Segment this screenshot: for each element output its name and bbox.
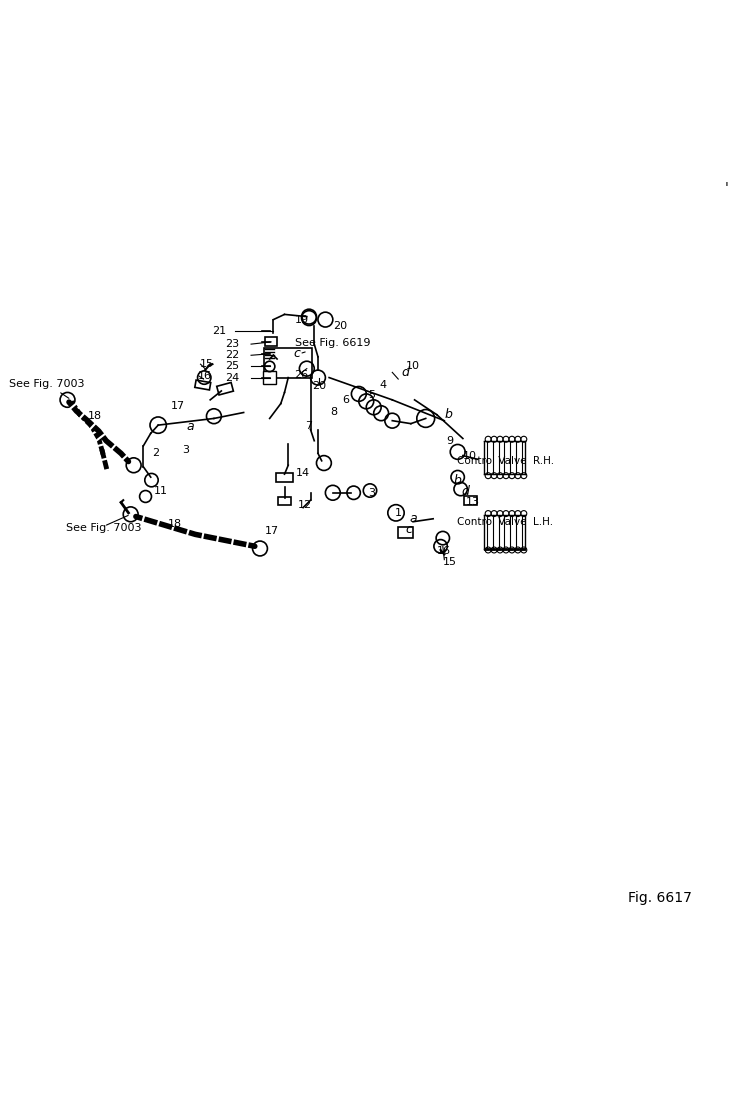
Text: 16: 16: [198, 371, 212, 381]
Text: 6: 6: [343, 395, 350, 405]
Text: ': ': [725, 181, 729, 195]
Text: a: a: [409, 512, 417, 525]
Bar: [263, 371, 276, 384]
Bar: [195, 380, 210, 389]
Text: b: b: [454, 474, 461, 487]
Text: Fig. 6617: Fig. 6617: [628, 891, 692, 905]
Text: 20: 20: [312, 382, 327, 392]
Text: 16: 16: [437, 546, 452, 556]
Text: 19: 19: [294, 315, 309, 326]
Bar: [264, 348, 312, 377]
Text: a: a: [187, 420, 194, 433]
Text: 1: 1: [395, 508, 401, 518]
Text: 17: 17: [265, 527, 279, 536]
Text: c: c: [405, 522, 412, 535]
Text: d: d: [461, 485, 469, 498]
Text: 2: 2: [152, 449, 160, 459]
Text: 17: 17: [172, 400, 185, 410]
Text: 21: 21: [213, 326, 226, 336]
Text: 23: 23: [225, 339, 239, 349]
Text: 20: 20: [333, 320, 348, 330]
Text: 8: 8: [331, 407, 338, 417]
Text: b: b: [444, 408, 452, 421]
Text: 15: 15: [199, 359, 213, 370]
Text: Control Valve  R.H.: Control Valve R.H.: [457, 456, 554, 466]
Text: 3: 3: [368, 488, 375, 498]
Text: 10: 10: [406, 361, 420, 372]
Text: 11: 11: [154, 486, 168, 496]
Text: 18: 18: [169, 519, 182, 529]
Text: 15: 15: [443, 557, 457, 567]
Text: d: d: [401, 366, 410, 378]
Bar: [276, 474, 293, 483]
Text: 10: 10: [464, 451, 477, 461]
Bar: [278, 497, 291, 505]
Text: 22: 22: [225, 350, 240, 360]
Text: 3: 3: [182, 445, 189, 455]
Bar: [398, 527, 413, 538]
Text: See Fig. 6619: See Fig. 6619: [295, 338, 371, 353]
Text: c: c: [294, 348, 300, 360]
Bar: [265, 338, 277, 347]
Text: 14: 14: [296, 467, 310, 477]
Text: 13: 13: [466, 497, 479, 508]
Text: 25: 25: [225, 361, 239, 372]
Text: 12: 12: [297, 500, 312, 510]
Text: 5: 5: [368, 391, 375, 400]
Text: 18: 18: [88, 411, 102, 421]
Bar: [216, 383, 234, 395]
Text: See Fig. 7003: See Fig. 7003: [9, 378, 85, 398]
Text: 7: 7: [306, 421, 312, 431]
Text: 4: 4: [380, 380, 387, 391]
Text: Control Valve  L.H.: Control Valve L.H.: [457, 518, 554, 528]
Text: 9: 9: [446, 436, 454, 445]
Text: See Fig. 7003: See Fig. 7003: [66, 522, 142, 533]
Bar: [464, 496, 477, 505]
Text: 26: 26: [294, 371, 309, 381]
Text: 24: 24: [225, 373, 240, 383]
